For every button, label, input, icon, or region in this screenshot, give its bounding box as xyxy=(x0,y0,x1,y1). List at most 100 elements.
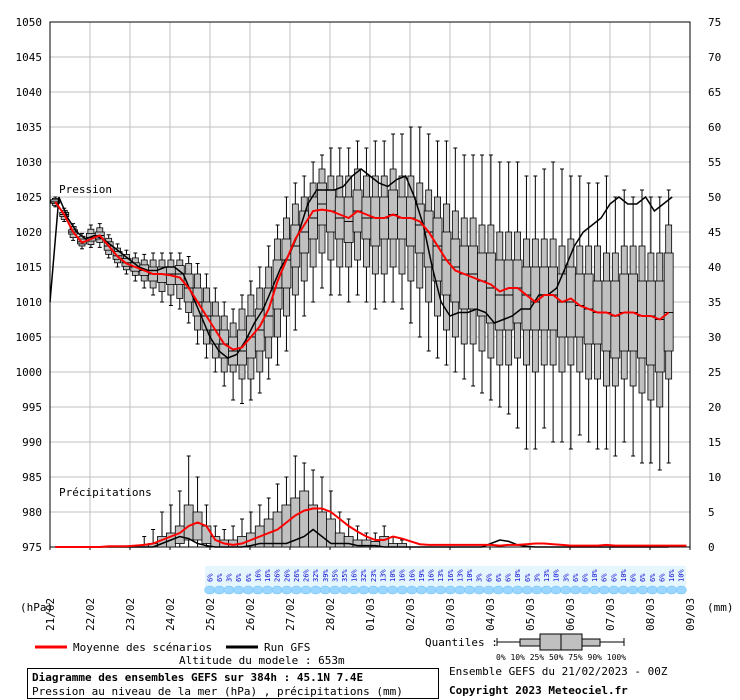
band-percentage: 32% xyxy=(312,569,320,582)
left-tick-label: 1025 xyxy=(16,191,43,204)
right-tick-label: 25 xyxy=(708,366,721,379)
box-inner xyxy=(343,196,354,243)
left-tick-label: 1045 xyxy=(16,51,43,64)
left-tick-label: 1010 xyxy=(16,296,43,309)
band-percentage: 16% xyxy=(428,569,436,582)
band-cell xyxy=(358,585,370,595)
band-percentage: 6% xyxy=(581,573,589,582)
band-percentage: 6% xyxy=(485,573,493,582)
right-tick-label: 10 xyxy=(708,471,721,484)
band-cell xyxy=(675,585,687,595)
right-tick-label: 0 xyxy=(708,541,715,554)
right-tick-label: 15 xyxy=(708,436,721,449)
band-percentage: 6% xyxy=(658,573,666,582)
pressure-box xyxy=(405,126,416,324)
band-percentage: 13% xyxy=(456,569,464,582)
pressure-box xyxy=(512,161,523,429)
quantile-ticks: 0% 10% 25% 50% 75% 90% 100% xyxy=(496,653,626,662)
band-percentage: 19% xyxy=(418,569,426,582)
pressure-box xyxy=(343,147,354,303)
band-cell xyxy=(483,585,495,595)
band-cell xyxy=(310,585,322,595)
x-tick-label: 27/02 xyxy=(284,598,297,631)
band-percentage: 10% xyxy=(466,569,474,582)
pressure-box xyxy=(432,140,443,359)
left-tick-label: 1030 xyxy=(16,156,43,169)
precip-boxes xyxy=(139,455,407,548)
band-cell xyxy=(396,585,408,595)
band-percentage: 6% xyxy=(630,573,638,582)
box-inner xyxy=(601,280,612,352)
x-tick-label: 04/03 xyxy=(484,598,497,631)
pressure-label: Pression xyxy=(59,183,112,196)
run-gfs-precip-line xyxy=(55,528,669,548)
band-cell xyxy=(666,585,678,595)
band-percentage: 3% xyxy=(226,573,234,582)
run-gfs-pressure-line xyxy=(49,168,673,359)
x-tick-label: 07/03 xyxy=(604,598,617,631)
x-tick-label: 25/02 xyxy=(204,598,217,631)
box-inner xyxy=(645,280,656,366)
right-tick-label: 65 xyxy=(708,86,721,99)
left-tick-label: 1050 xyxy=(16,16,43,29)
band-percentage: 3% xyxy=(562,573,570,582)
left-tick-label: 995 xyxy=(22,401,42,414)
band-cell xyxy=(492,585,504,595)
pressure-box xyxy=(539,168,550,429)
altitude-text: Altitude du modele : 653m xyxy=(179,654,345,667)
copyright-text: Copyright 2023 Meteociel.fr xyxy=(449,684,628,697)
band-percentage: 6% xyxy=(245,573,253,582)
right-tick-label: 60 xyxy=(708,121,721,134)
box-inner xyxy=(299,490,310,548)
band-percentage: 3% xyxy=(533,573,541,582)
band-cell xyxy=(338,585,351,595)
band-percentage: 6% xyxy=(505,573,513,582)
band-percentage: 10% xyxy=(678,569,686,582)
box-inner xyxy=(317,511,327,548)
box-inner xyxy=(343,536,354,548)
left-tick-label: 980 xyxy=(22,506,42,519)
band-cell xyxy=(637,585,649,595)
band-cell xyxy=(589,585,601,595)
pressure-box xyxy=(477,154,487,394)
left-tick-label: 1000 xyxy=(16,366,43,379)
right-tick-label: 35 xyxy=(708,296,721,309)
legend-run-label: Run GFS xyxy=(264,641,310,654)
right-axis-unit: (mm) xyxy=(707,601,734,614)
band-cell xyxy=(252,585,264,595)
right-tick-label: 50 xyxy=(708,191,721,204)
band-cell xyxy=(387,585,399,595)
box-inner xyxy=(370,196,381,247)
x-tick-label: 02/03 xyxy=(404,598,417,631)
pressure-box xyxy=(290,182,301,331)
band-percentage: 32% xyxy=(360,569,368,582)
band-percentage: 6% xyxy=(649,573,657,582)
x-tick-label: 06/03 xyxy=(564,598,577,631)
pressure-box xyxy=(414,126,425,338)
band-cell xyxy=(377,585,389,595)
band-percentage: 16% xyxy=(254,569,262,582)
pressure-box xyxy=(610,196,621,457)
right-tick-label: 40 xyxy=(708,261,721,274)
band-percentage: 3% xyxy=(476,573,484,582)
pressure-box xyxy=(663,189,674,464)
box-inner xyxy=(414,203,425,254)
band-cell xyxy=(406,585,418,595)
band-cell xyxy=(627,585,639,595)
band-cell xyxy=(290,585,302,595)
band-percentage: 26% xyxy=(303,569,311,582)
band-cell xyxy=(531,585,543,595)
x-tick-label: 08/03 xyxy=(644,598,657,631)
band-percentage: 10% xyxy=(620,569,628,582)
box-inner xyxy=(192,511,203,541)
left-axis-ticks: 975 980 985 990 995 1000 1005 1010 1015 1020 1025 1… xyxy=(16,16,43,554)
left-tick-label: 1015 xyxy=(16,261,43,274)
band-percentage: 6% xyxy=(572,573,580,582)
band-cell xyxy=(367,585,379,595)
band-cell xyxy=(540,585,553,595)
x-tick-label: 09/03 xyxy=(684,598,697,631)
box-inner xyxy=(334,532,345,548)
ensemble-text: Ensemble GEFS du 21/02/2023 - 00Z xyxy=(449,665,668,678)
x-tick-label: 01/03 xyxy=(364,598,377,631)
band-percentage: 10% xyxy=(514,569,522,582)
